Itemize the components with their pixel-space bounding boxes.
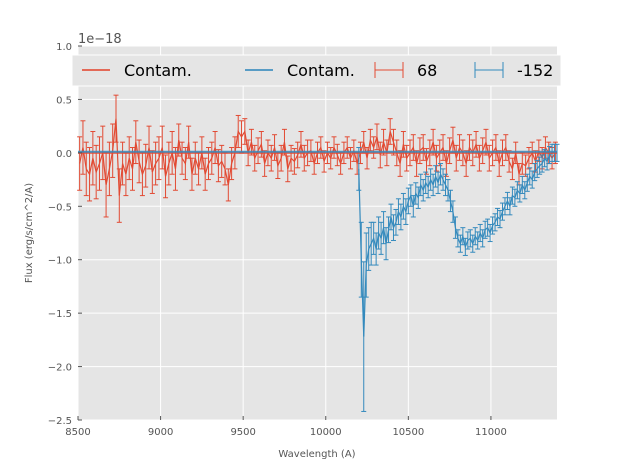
x-tick-label: 10500	[392, 427, 424, 438]
legend-item: Contam.	[245, 61, 355, 80]
y-tick-label: −2.5	[48, 416, 72, 427]
y-tick-label: −0.5	[48, 202, 72, 213]
legend-item: 68	[374, 61, 437, 80]
legend-label: Contam.	[287, 61, 355, 80]
y-tick-label: 1.0	[56, 42, 72, 53]
legend-label: Contam.	[124, 61, 192, 80]
y-tick-label: −1.0	[48, 256, 72, 267]
series-line	[358, 152, 557, 337]
x-tick-label: 11000	[475, 427, 507, 438]
x-tick-label: 9500	[230, 427, 255, 438]
x-tick-label: 8500	[65, 427, 90, 438]
y-axis-label: Flux (erg/s/cm^2/A)	[24, 183, 35, 283]
y-tick-label: −1.5	[48, 309, 72, 320]
legend-label: -152	[517, 61, 553, 80]
legend: Contam. Contam. 68 -152	[71, 54, 562, 87]
series-layer	[77, 94, 560, 412]
legend-label: 68	[417, 61, 437, 80]
legend-item: -152	[474, 61, 553, 80]
x-tick-label: 9000	[148, 427, 173, 438]
y-tick-label: 0.0	[56, 149, 72, 160]
x-axis-label: Wavelength (A)	[278, 449, 355, 460]
y-tick-label: −2.0	[48, 363, 72, 374]
plot-area	[78, 46, 557, 420]
x-axis: 8500 9000 9500 10000 10500 11000	[65, 416, 507, 438]
y-tick-label: 0.5	[56, 95, 72, 106]
y-axis: 1.0 0.5 0.0 −0.5 −1.0 −1.5 −2.0 −2.5	[48, 42, 82, 427]
offset-label: 1e−18	[78, 32, 122, 47]
x-tick-label: 10000	[310, 427, 342, 438]
series--152	[356, 143, 560, 412]
legend-item: Contam.	[82, 61, 192, 80]
